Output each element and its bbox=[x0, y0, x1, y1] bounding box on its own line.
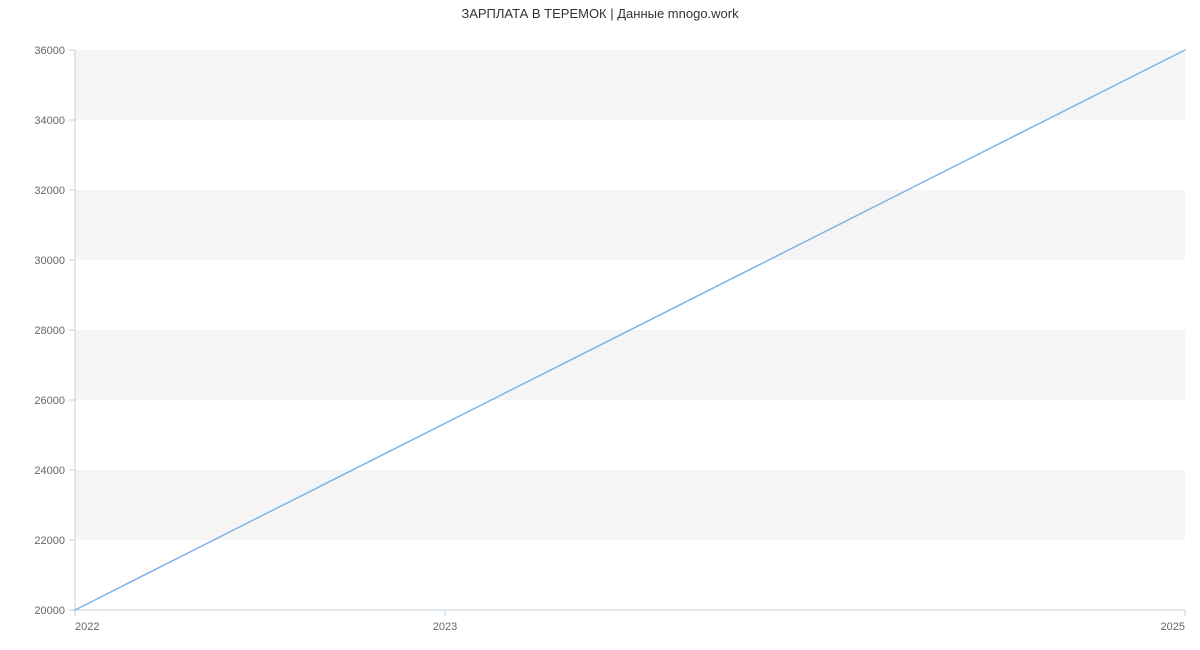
y-tick-label: 36000 bbox=[34, 45, 65, 57]
x-tick-label: 2022 bbox=[75, 621, 99, 633]
y-tick-label: 28000 bbox=[34, 325, 65, 337]
x-tick-label: 2023 bbox=[433, 621, 457, 633]
y-tick-label: 26000 bbox=[34, 395, 65, 407]
y-tick-label: 30000 bbox=[34, 255, 65, 267]
y-tick-label: 20000 bbox=[34, 605, 65, 617]
salary-line-chart: ЗАРПЛАТА В ТЕРЕМОК | Данные mnogo.work 2… bbox=[0, 0, 1200, 650]
y-tick-label: 22000 bbox=[34, 535, 65, 547]
y-tick-label: 34000 bbox=[34, 115, 65, 127]
y-tick-label: 32000 bbox=[34, 185, 65, 197]
x-tick-label: 2025 bbox=[1161, 621, 1185, 633]
chart-svg: 20000 22000 24000 26000 28000 30000 32000 34000… bbox=[0, 0, 1200, 650]
y-tick-label: 24000 bbox=[34, 465, 65, 477]
